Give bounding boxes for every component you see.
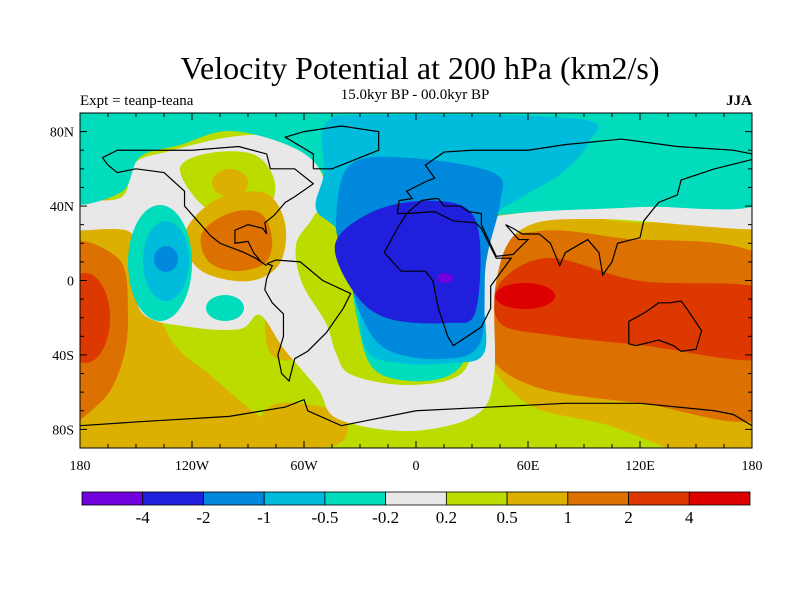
lon-label: 60E: [517, 459, 540, 474]
colorbar-swatch: [688, 491, 751, 506]
axis-labels: 80N 40N 0 40S 80S 180 120W 60W 0 60E 120E 180: [50, 126, 763, 474]
lon-label: 0: [413, 459, 420, 474]
coastline-greenland: [283, 125, 380, 170]
colorbar-swatch: [445, 491, 508, 506]
lat-label: 0: [67, 275, 74, 290]
field-0.5-1-canada: [212, 169, 248, 197]
field-2-4-pacific: [80, 273, 110, 363]
colorbar-swatch: [142, 491, 204, 506]
map-area: [79, 112, 753, 449]
colorbar-swatch: [385, 491, 447, 506]
coastline-antarctica: [80, 398, 752, 427]
colorbar-label: -0.2: [372, 508, 399, 527]
colorbar-label: -2: [196, 508, 210, 527]
lon-label: 60W: [290, 459, 318, 474]
field-neg-2-4-africa: [334, 200, 481, 324]
colorbar-swatch: [263, 491, 326, 506]
colorbar-swatch: [628, 491, 690, 506]
lon-label: 120W: [175, 459, 210, 474]
colorbar-label: -1: [257, 508, 271, 527]
lat-label: 40N: [50, 200, 74, 215]
colorbar-label: -4: [136, 508, 151, 527]
colorbar-label: 2: [624, 508, 633, 527]
lat-label: 80N: [50, 126, 74, 141]
field-1-2-caribbean: [200, 210, 273, 272]
colorbar: -4 -2 -1 -0.5 -0.2 0.2 0.5 1 2 4: [81, 491, 751, 527]
lat-label: 40S: [52, 349, 74, 364]
experiment-label: Expt = teanp-teana: [80, 93, 194, 109]
lon-label: 120E: [625, 459, 655, 474]
field-neg-0.2-0.5-south-america: [206, 295, 244, 321]
coastlines: [80, 125, 752, 427]
colorbar-label: 4: [685, 508, 694, 527]
coastline-africa: [383, 211, 513, 347]
coastline-south-america: [264, 259, 352, 383]
axis-ticks: [79, 112, 753, 449]
colorbar-swatch: [203, 491, 265, 506]
lon-label: 180: [70, 459, 91, 474]
lat-label: 80S: [52, 423, 74, 438]
coastline-north-america: [101, 145, 315, 267]
plot-title: Velocity Potential at 200 hPa (km2/s): [180, 50, 660, 86]
colorbar-label: -0.5: [311, 508, 338, 527]
colorbar-swatch: [567, 491, 629, 506]
field-2-4-west-pacific: [493, 257, 752, 361]
colorbar-swatch: [324, 491, 387, 506]
colorbar-label: 1: [564, 508, 573, 527]
field-lt-neg-4-indian-ocean: [437, 273, 453, 283]
colorbar-label: 0.2: [436, 508, 457, 527]
colorbar-label: 0.5: [496, 508, 517, 527]
colorbar-swatch: [506, 491, 569, 506]
contour-fields: [80, 113, 752, 448]
plot-subtitle: 15.0kyr BP - 00.0kyr BP: [340, 87, 490, 103]
coastline-australia: [628, 300, 703, 352]
season-label: JJA: [726, 93, 752, 109]
coastline-eurasia: [396, 138, 752, 277]
colorbar-swatch: [81, 491, 144, 506]
field-0.5-1-south-atlantic: [260, 402, 348, 448]
lon-label: 180: [742, 459, 763, 474]
field-neg-1-2-east-pacific: [154, 246, 178, 272]
field-gt-4-maritime-continent: [495, 283, 555, 309]
